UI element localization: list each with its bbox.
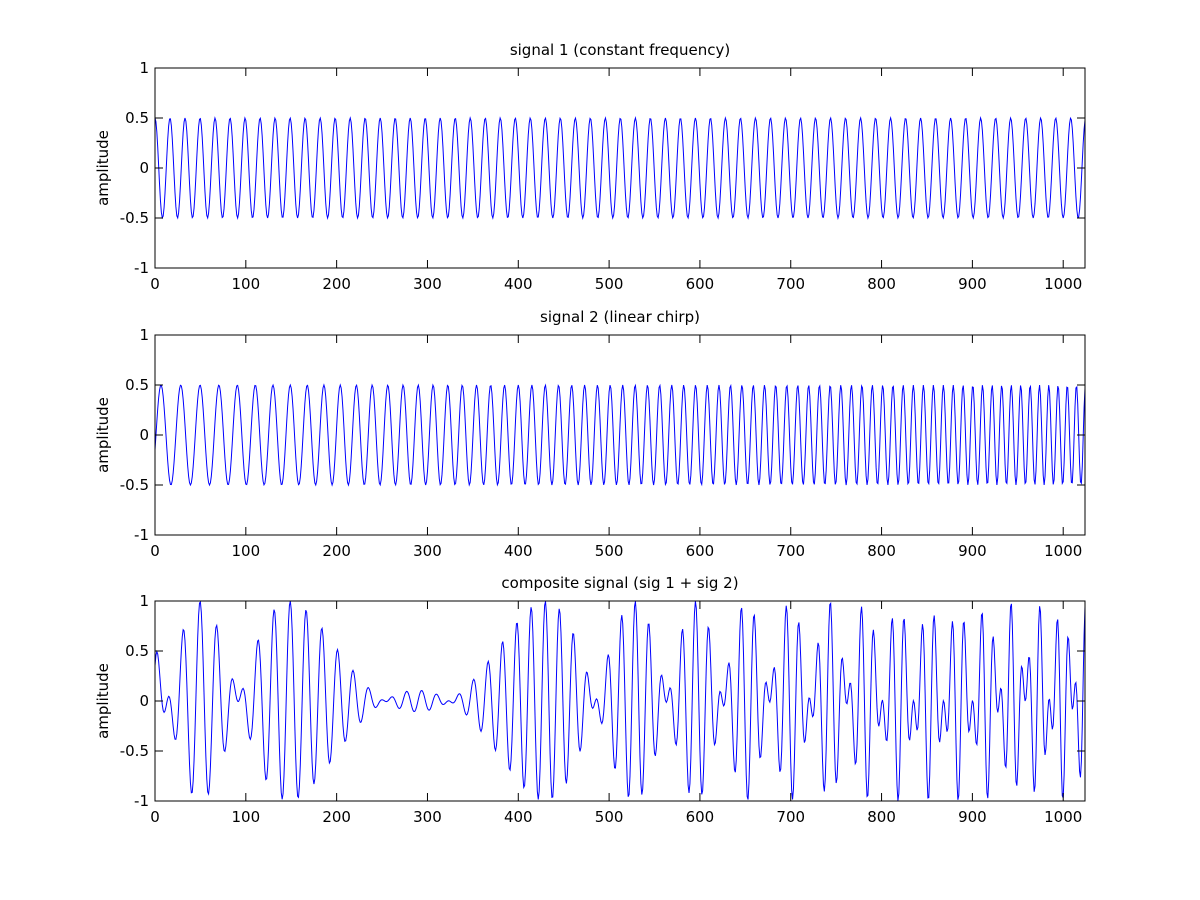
x-tick-label: 600 <box>686 808 715 826</box>
x-tick-label: 800 <box>867 542 896 560</box>
y-axis-label: amplitude <box>94 130 112 206</box>
x-tick-label: 1000 <box>1044 275 1082 293</box>
x-tick-label: 300 <box>413 275 442 293</box>
x-tick-label: 500 <box>595 275 624 293</box>
y-tick-label: -0.5 <box>120 209 149 227</box>
y-tick-label: -1 <box>134 792 149 810</box>
x-tick-label: 900 <box>958 542 987 560</box>
x-tick-label: 200 <box>322 808 351 826</box>
x-tick-label: 800 <box>867 808 896 826</box>
y-tick-label: 0 <box>139 426 149 444</box>
y-tick-label: 1 <box>139 326 149 344</box>
chart-title: signal 1 (constant frequency) <box>510 41 730 59</box>
y-tick-label: -0.5 <box>120 742 149 760</box>
x-tick-label: 300 <box>413 542 442 560</box>
x-tick-label: 600 <box>686 542 715 560</box>
y-axis-label: amplitude <box>94 397 112 473</box>
series-line <box>155 116 1085 220</box>
y-tick-label: 0.5 <box>125 642 149 660</box>
x-tick-label: 1000 <box>1044 542 1082 560</box>
x-tick-label: 300 <box>413 808 442 826</box>
x-tick-label: 900 <box>958 275 987 293</box>
y-tick-label: 1 <box>139 59 149 77</box>
y-tick-label: 0 <box>139 692 149 710</box>
x-tick-label: 200 <box>322 275 351 293</box>
series-line <box>155 383 1085 487</box>
x-tick-label: 700 <box>776 808 805 826</box>
subplot-3: 0 100 200 300 400 500 600 700 800 900 1000 -1 -0.5 0 0… <box>94 574 1086 826</box>
x-tick-label: 700 <box>776 275 805 293</box>
x-tick-label: 0 <box>150 542 160 560</box>
y-tick-label: 1 <box>139 592 149 610</box>
y-tick-label: -1 <box>134 259 149 277</box>
axes-box <box>154 67 1086 269</box>
subplot-1: 0 100 200 300 400 500 600 700 800 900 1000 -1 -0.5 0 0… <box>94 41 1086 293</box>
series-line <box>155 601 1085 801</box>
x-tick-label: 100 <box>232 542 261 560</box>
x-tick-label: 500 <box>595 808 624 826</box>
x-tick-label: 0 <box>150 808 160 826</box>
y-tick-label: 0 <box>139 159 149 177</box>
x-tick-label: 400 <box>504 808 533 826</box>
x-tick-label: 400 <box>504 542 533 560</box>
y-tick-label: 0.5 <box>125 376 149 394</box>
x-tick-label: 700 <box>776 542 805 560</box>
x-tick-label: 400 <box>504 275 533 293</box>
x-tick-label: 200 <box>322 542 351 560</box>
x-tick-label: 100 <box>232 275 261 293</box>
y-axis-label: amplitude <box>94 663 112 739</box>
chart-title: signal 2 (linear chirp) <box>540 308 700 326</box>
x-tick-label: 500 <box>595 542 624 560</box>
x-tick-label: 0 <box>150 275 160 293</box>
subplot-2: 0 100 200 300 400 500 600 700 800 900 1000 -1 -0.5 0 0… <box>94 308 1086 560</box>
y-tick-label: -0.5 <box>120 476 149 494</box>
x-tick-label: 600 <box>686 275 715 293</box>
chart-title: composite signal (sig 1 + sig 2) <box>501 574 738 592</box>
x-tick-label: 800 <box>867 275 896 293</box>
x-tick-label: 900 <box>958 808 987 826</box>
y-tick-label: -1 <box>134 526 149 544</box>
x-tick-label: 1000 <box>1044 808 1082 826</box>
y-tick-label: 0.5 <box>125 109 149 127</box>
x-tick-label: 100 <box>232 808 261 826</box>
